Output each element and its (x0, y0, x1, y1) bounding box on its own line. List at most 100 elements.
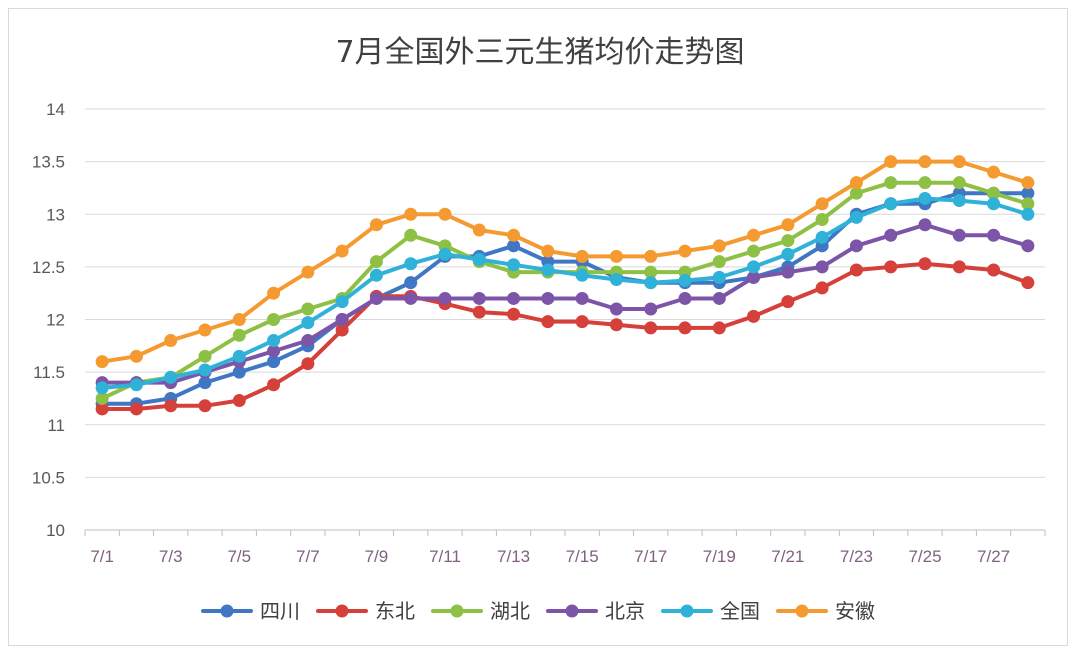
data-point (849, 239, 863, 253)
y-tick-label: 11 (47, 416, 65, 435)
data-point (815, 213, 829, 227)
data-point (644, 302, 658, 316)
x-tick-label: 7/1 (90, 547, 114, 566)
data-point (472, 223, 486, 237)
data-point (198, 376, 212, 390)
data-point (267, 334, 281, 348)
x-tick-label: 7/9 (365, 547, 389, 566)
data-point (198, 363, 212, 377)
series-line (100, 261, 1030, 411)
data-point (987, 228, 1001, 242)
x-tick-label: 7/7 (296, 547, 320, 566)
data-point (1021, 239, 1035, 253)
x-tick-label: 7/11 (429, 547, 461, 566)
data-point (335, 323, 349, 337)
legend: 四川 东北 湖北 北京 全国 安徽 (201, 599, 875, 623)
data-point (815, 230, 829, 244)
data-point (267, 313, 281, 326)
data-point (369, 268, 383, 282)
data-point (438, 291, 452, 305)
legend-item: 四川 (201, 599, 300, 623)
data-point (541, 291, 555, 305)
data-point (952, 228, 966, 242)
data-point (884, 176, 898, 190)
data-point (712, 239, 726, 253)
data-point (541, 263, 555, 277)
data-point (781, 295, 795, 309)
data-point (952, 260, 966, 274)
data-point (541, 244, 555, 258)
legend-label: 安徽 (835, 599, 875, 623)
data-point (575, 291, 589, 305)
data-point (884, 197, 898, 211)
y-tick-label: 11.5 (33, 363, 65, 382)
data-point (747, 244, 761, 258)
data-point (849, 210, 863, 224)
series-group (95, 257, 1035, 416)
data-point (507, 291, 521, 305)
chart-title: 7月全国外三元生猪均价走势图 (335, 35, 744, 70)
y-tick-label: 12.5 (32, 258, 65, 277)
legend-label: 四川 (260, 599, 300, 623)
data-point (438, 247, 452, 261)
legend-label: 全国 (720, 599, 760, 623)
data-point (952, 194, 966, 208)
data-point (507, 239, 521, 253)
legend-item: 湖北 (431, 599, 530, 623)
data-point (609, 318, 623, 332)
data-point (1021, 276, 1035, 290)
series-group (95, 191, 1035, 395)
data-point (472, 305, 486, 319)
data-point (987, 186, 1001, 200)
data-point (95, 381, 109, 395)
data-point (1021, 176, 1035, 190)
data-point (232, 328, 246, 342)
data-point (575, 268, 589, 282)
data-point (267, 344, 281, 358)
data-point (849, 263, 863, 277)
data-point (918, 176, 932, 190)
data-point (472, 291, 486, 305)
data-point (404, 291, 418, 305)
y-tick-label: 10.5 (32, 468, 65, 487)
data-point (198, 323, 212, 337)
data-point (267, 378, 281, 392)
x-tick-label: 7/23 (840, 547, 873, 566)
data-point (712, 321, 726, 335)
data-point (575, 249, 589, 263)
data-point (301, 357, 315, 371)
legend-item: 全国 (661, 599, 760, 623)
data-point (987, 197, 1001, 211)
data-point (747, 260, 761, 274)
data-point (644, 249, 658, 263)
data-point (198, 349, 212, 363)
x-tick-label: 7/21 (771, 547, 804, 566)
data-point (815, 281, 829, 295)
data-point (301, 265, 315, 279)
data-point (129, 378, 143, 392)
data-point (507, 307, 521, 321)
data-point (335, 313, 349, 326)
data-point (987, 165, 1001, 179)
legend-label: 北京 (605, 599, 645, 623)
data-point (438, 207, 452, 221)
data-point (369, 291, 383, 305)
data-point (301, 316, 315, 330)
legend-swatch-marker (795, 604, 809, 618)
x-tick-label: 7/19 (703, 547, 736, 566)
data-point (678, 291, 692, 305)
data-point (747, 309, 761, 323)
data-point (609, 302, 623, 316)
data-point (335, 295, 349, 309)
data-point (472, 253, 486, 267)
data-point (849, 186, 863, 200)
data-point (884, 260, 898, 274)
y-tick-label: 13.5 (32, 153, 65, 172)
data-point (1021, 207, 1035, 221)
legend-swatch-marker (450, 604, 464, 618)
data-point (301, 334, 315, 348)
data-point (1021, 186, 1035, 200)
data-point (404, 276, 418, 290)
data-point (644, 265, 658, 279)
